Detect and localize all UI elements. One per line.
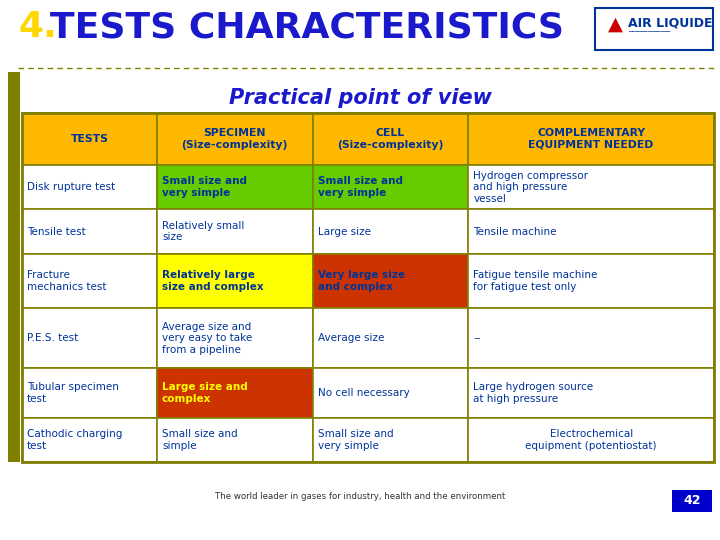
FancyBboxPatch shape bbox=[468, 210, 714, 254]
Text: The world leader in gases for industry, health and the environment: The world leader in gases for industry, … bbox=[215, 492, 505, 501]
Text: Hydrogen compressor
and high pressure
vessel: Hydrogen compressor and high pressure ve… bbox=[473, 171, 588, 204]
FancyBboxPatch shape bbox=[22, 254, 157, 308]
FancyBboxPatch shape bbox=[22, 368, 157, 418]
FancyBboxPatch shape bbox=[157, 113, 312, 165]
Text: P.E.S. test: P.E.S. test bbox=[27, 333, 78, 343]
Text: Relatively large
size and complex: Relatively large size and complex bbox=[162, 270, 264, 292]
FancyBboxPatch shape bbox=[312, 308, 468, 368]
FancyBboxPatch shape bbox=[157, 308, 312, 368]
FancyBboxPatch shape bbox=[312, 418, 468, 462]
FancyBboxPatch shape bbox=[468, 418, 714, 462]
FancyBboxPatch shape bbox=[22, 113, 157, 165]
Text: TESTS: TESTS bbox=[71, 134, 109, 144]
FancyBboxPatch shape bbox=[157, 165, 312, 210]
FancyBboxPatch shape bbox=[595, 8, 713, 50]
Text: 4.: 4. bbox=[18, 10, 57, 44]
Text: Small size and
very simple: Small size and very simple bbox=[318, 177, 402, 198]
FancyBboxPatch shape bbox=[157, 254, 312, 308]
Text: ▲: ▲ bbox=[608, 15, 623, 34]
Text: No cell necessary: No cell necessary bbox=[318, 388, 410, 398]
Text: Practical point of view: Practical point of view bbox=[228, 88, 492, 108]
FancyBboxPatch shape bbox=[312, 210, 468, 254]
Text: Relatively small
size: Relatively small size bbox=[162, 221, 244, 242]
Text: Large size and
complex: Large size and complex bbox=[162, 382, 248, 404]
Text: Tensile machine: Tensile machine bbox=[473, 226, 557, 237]
Text: Small size and
simple: Small size and simple bbox=[162, 429, 238, 451]
Text: Large size: Large size bbox=[318, 226, 371, 237]
FancyBboxPatch shape bbox=[22, 165, 157, 210]
FancyBboxPatch shape bbox=[312, 254, 468, 308]
FancyBboxPatch shape bbox=[468, 113, 714, 165]
Text: ─────────────: ───────────── bbox=[628, 30, 670, 35]
Text: Very large size
and complex: Very large size and complex bbox=[318, 270, 405, 292]
Text: COMPLEMENTARY
EQUIPMENT NEEDED: COMPLEMENTARY EQUIPMENT NEEDED bbox=[528, 128, 654, 150]
Text: Average size and
very easy to take
from a pipeline: Average size and very easy to take from … bbox=[162, 322, 252, 355]
FancyBboxPatch shape bbox=[157, 210, 312, 254]
Text: Small size and
very simple: Small size and very simple bbox=[318, 429, 393, 451]
Text: Fatigue tensile machine
for fatigue test only: Fatigue tensile machine for fatigue test… bbox=[473, 270, 598, 292]
FancyBboxPatch shape bbox=[22, 210, 157, 254]
Text: Electrochemical
equipment (potentiostat): Electrochemical equipment (potentiostat) bbox=[526, 429, 657, 451]
Text: AIR LIQUIDE: AIR LIQUIDE bbox=[628, 16, 713, 29]
FancyBboxPatch shape bbox=[468, 368, 714, 418]
FancyBboxPatch shape bbox=[672, 490, 712, 512]
FancyBboxPatch shape bbox=[157, 368, 312, 418]
Text: CELL
(Size-complexity): CELL (Size-complexity) bbox=[337, 128, 444, 150]
FancyBboxPatch shape bbox=[312, 165, 468, 210]
FancyBboxPatch shape bbox=[468, 308, 714, 368]
FancyBboxPatch shape bbox=[468, 165, 714, 210]
Text: Small size and
very simple: Small size and very simple bbox=[162, 177, 247, 198]
Text: Fracture
mechanics test: Fracture mechanics test bbox=[27, 270, 107, 292]
FancyBboxPatch shape bbox=[468, 254, 714, 308]
Text: 42: 42 bbox=[683, 495, 701, 508]
FancyBboxPatch shape bbox=[22, 418, 157, 462]
Text: Tensile test: Tensile test bbox=[27, 226, 86, 237]
FancyBboxPatch shape bbox=[312, 113, 468, 165]
Text: SPECIMEN
(Size-complexity): SPECIMEN (Size-complexity) bbox=[181, 128, 288, 150]
Text: Large hydrogen source
at high pressure: Large hydrogen source at high pressure bbox=[473, 382, 593, 404]
Text: Cathodic charging
test: Cathodic charging test bbox=[27, 429, 122, 451]
Text: Tubular specimen
test: Tubular specimen test bbox=[27, 382, 119, 404]
Text: Disk rupture test: Disk rupture test bbox=[27, 182, 115, 192]
FancyBboxPatch shape bbox=[157, 418, 312, 462]
Text: TESTS CHARACTERISTICS: TESTS CHARACTERISTICS bbox=[50, 10, 564, 44]
FancyBboxPatch shape bbox=[312, 368, 468, 418]
Text: --: -- bbox=[473, 333, 481, 343]
FancyBboxPatch shape bbox=[22, 308, 157, 368]
Text: Average size: Average size bbox=[318, 333, 384, 343]
FancyBboxPatch shape bbox=[8, 72, 20, 462]
